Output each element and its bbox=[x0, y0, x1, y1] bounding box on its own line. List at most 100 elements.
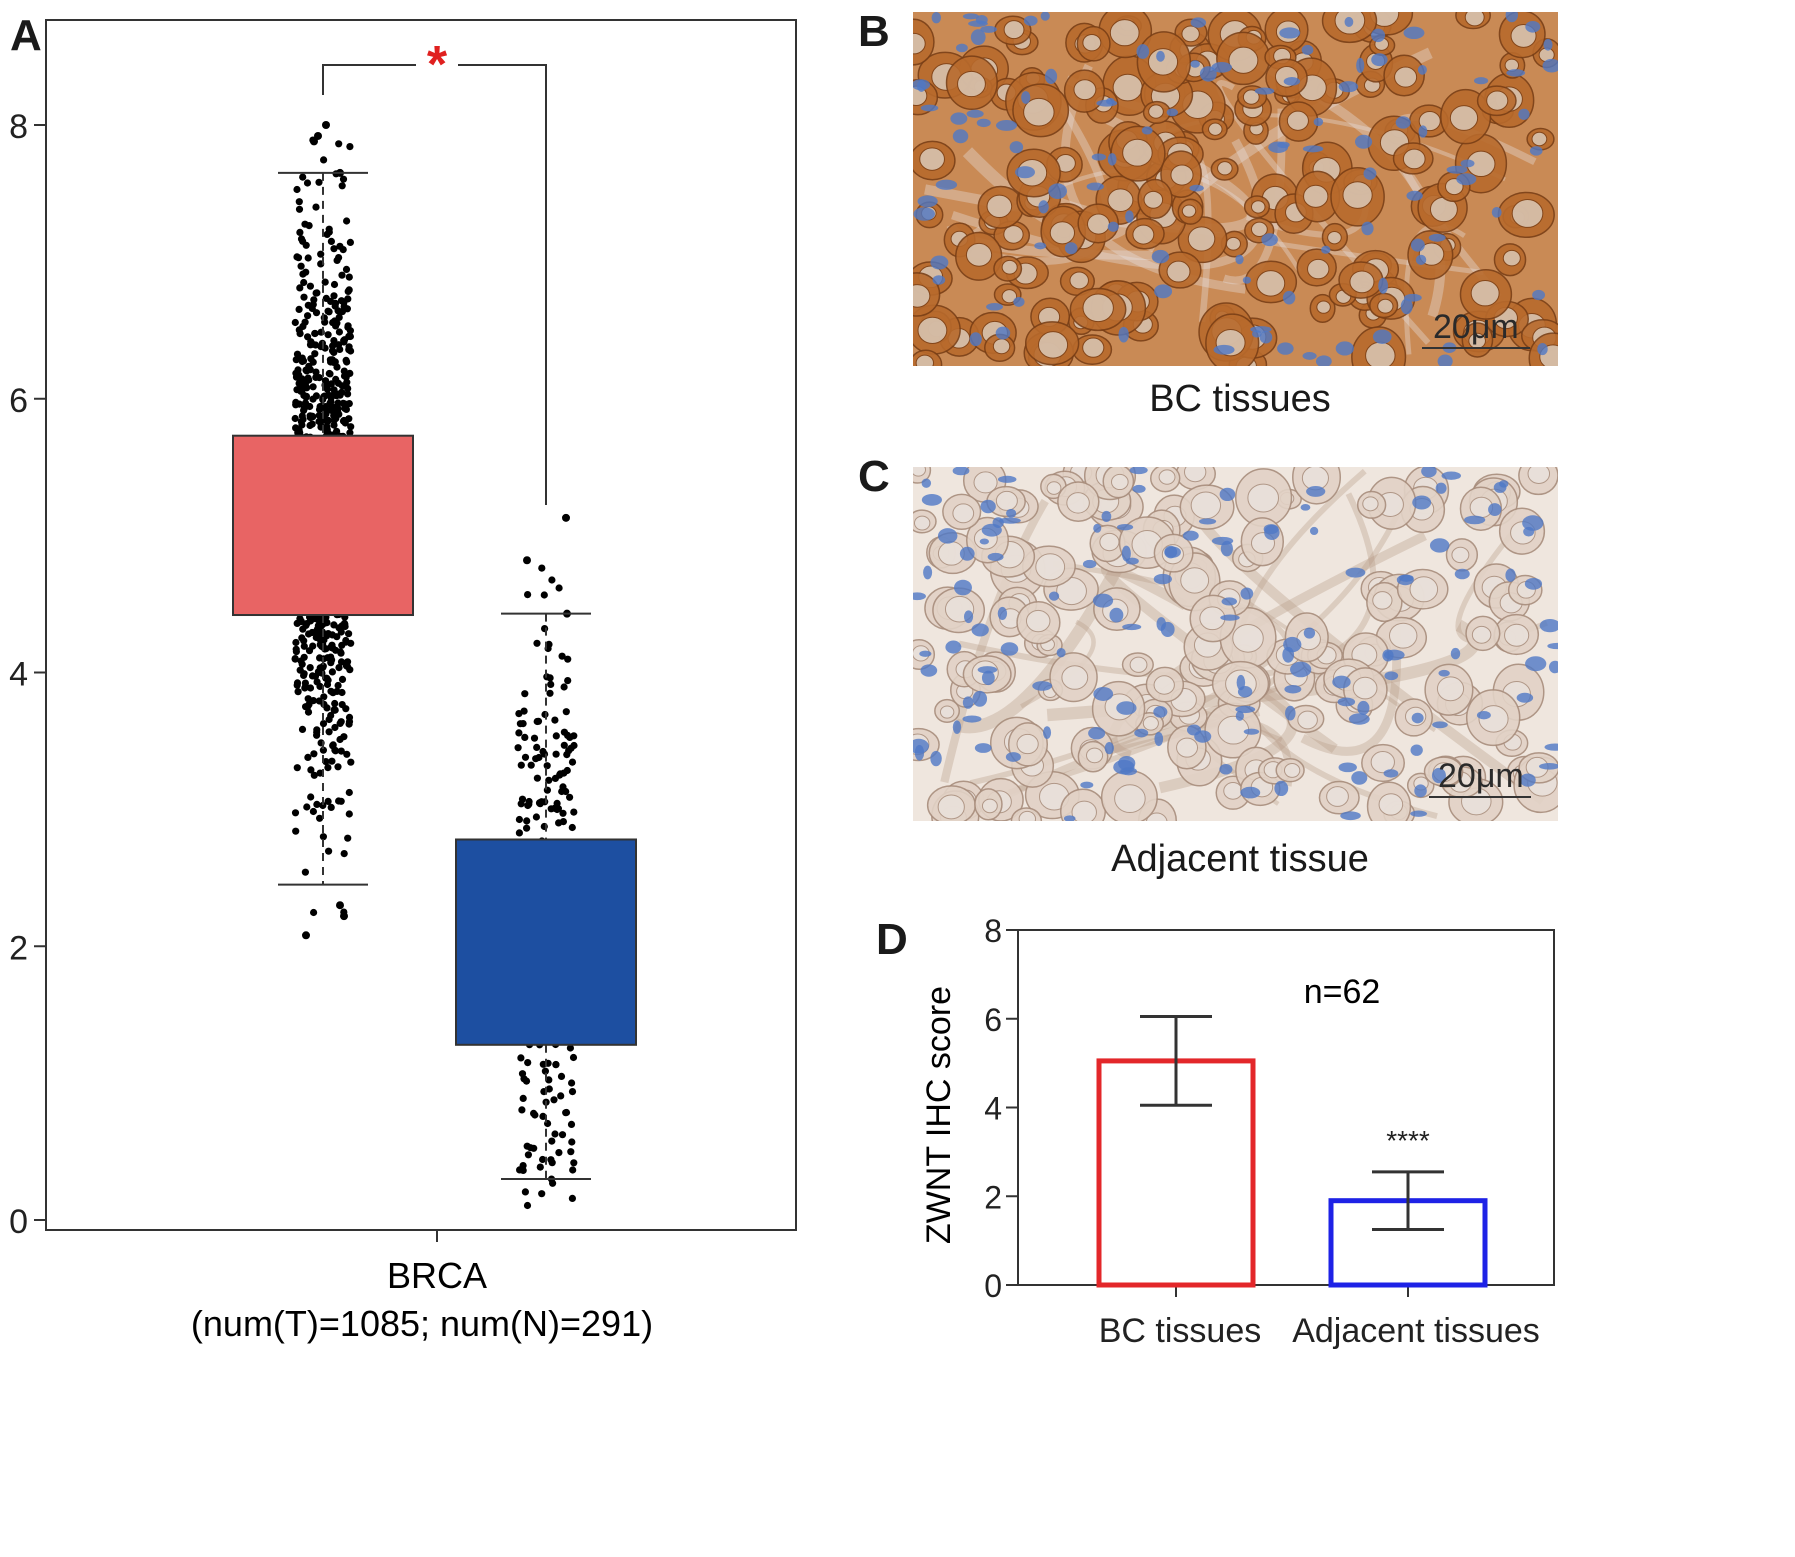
nucleus bbox=[1303, 184, 1329, 208]
nucleus bbox=[1502, 249, 1521, 267]
stained-nucleus bbox=[1164, 546, 1181, 558]
data-point bbox=[525, 800, 533, 808]
stained-nucleus bbox=[1109, 607, 1124, 623]
data-point bbox=[547, 680, 555, 689]
data-point bbox=[328, 757, 336, 765]
y-tick-label: 8 bbox=[984, 913, 1002, 949]
data-point bbox=[330, 292, 338, 300]
stained-nucleus bbox=[1279, 27, 1301, 39]
data-point bbox=[345, 718, 354, 726]
data-point bbox=[327, 803, 335, 812]
stained-nucleus bbox=[1243, 728, 1260, 735]
stained-nucleus bbox=[979, 538, 989, 545]
stained-nucleus bbox=[971, 623, 989, 637]
data-point bbox=[334, 399, 342, 407]
nucleus bbox=[1283, 762, 1301, 778]
data-point bbox=[345, 332, 353, 340]
data-point bbox=[336, 648, 344, 656]
data-point bbox=[327, 237, 335, 245]
data-point bbox=[311, 615, 319, 623]
x-axis-label: BRCA bbox=[387, 1255, 487, 1296]
nucleus bbox=[1001, 289, 1018, 304]
stained-nucleus bbox=[1518, 108, 1530, 120]
stained-nucleus bbox=[1351, 771, 1368, 785]
data-point bbox=[330, 245, 338, 253]
stained-nucleus bbox=[1383, 649, 1405, 661]
data-point bbox=[346, 327, 354, 335]
data-point bbox=[540, 591, 548, 599]
data-point bbox=[316, 814, 324, 822]
data-point bbox=[324, 764, 332, 772]
stained-nucleus bbox=[930, 255, 949, 270]
data-point bbox=[551, 716, 559, 724]
data-point bbox=[299, 173, 307, 181]
jitter-points bbox=[233, 121, 636, 1210]
nucleus bbox=[1001, 259, 1018, 275]
data-point bbox=[330, 348, 338, 356]
stained-nucleus bbox=[923, 565, 933, 580]
data-point bbox=[568, 1138, 576, 1146]
data-point bbox=[340, 338, 348, 346]
data-point bbox=[312, 203, 320, 211]
nucleus bbox=[1247, 483, 1280, 513]
data-point bbox=[555, 1149, 563, 1157]
data-point bbox=[533, 743, 541, 752]
data-point bbox=[552, 750, 560, 758]
y-tick-label: 2 bbox=[9, 929, 28, 967]
nucleus bbox=[973, 471, 998, 494]
nucleus bbox=[1111, 473, 1129, 491]
data-point bbox=[311, 329, 319, 338]
y-tick-label: 6 bbox=[9, 382, 28, 420]
stained-nucleus bbox=[935, 179, 958, 190]
data-point bbox=[335, 341, 343, 349]
data-point bbox=[319, 746, 327, 754]
scale-bar-label: 20μm bbox=[1438, 757, 1524, 795]
stained-nucleus bbox=[1154, 284, 1173, 299]
data-point bbox=[297, 418, 305, 426]
stained-nucleus bbox=[1219, 764, 1233, 775]
data-point bbox=[338, 182, 346, 190]
data-point bbox=[345, 346, 353, 354]
stained-nucleus bbox=[1221, 597, 1238, 606]
data-point bbox=[515, 729, 523, 737]
nucleus bbox=[1025, 609, 1051, 633]
stained-nucleus bbox=[1441, 471, 1461, 480]
nucleus bbox=[1365, 341, 1396, 366]
data-point bbox=[335, 624, 343, 632]
stained-nucleus bbox=[1313, 117, 1324, 127]
panel-label-b: B bbox=[858, 7, 890, 56]
stained-nucleus bbox=[1056, 647, 1066, 658]
stained-nucleus bbox=[1421, 467, 1437, 478]
data-point bbox=[568, 1079, 576, 1087]
stained-nucleus bbox=[1107, 153, 1117, 166]
stained-nucleus bbox=[1254, 87, 1275, 95]
data-point bbox=[301, 679, 309, 687]
y-tick-label: 4 bbox=[9, 656, 28, 694]
data-point bbox=[304, 301, 312, 309]
nucleus bbox=[1228, 46, 1259, 74]
data-point bbox=[303, 179, 312, 187]
data-point bbox=[347, 423, 355, 431]
nucleus bbox=[1112, 73, 1143, 102]
data-point bbox=[324, 416, 332, 424]
stained-nucleus bbox=[997, 475, 1017, 483]
stained-nucleus bbox=[1091, 153, 1107, 161]
data-point bbox=[339, 175, 348, 183]
data-point bbox=[345, 788, 353, 797]
data-point bbox=[304, 708, 313, 716]
data-point bbox=[291, 655, 299, 663]
stained-nucleus bbox=[1086, 182, 1104, 191]
data-point bbox=[545, 640, 553, 649]
data-point bbox=[321, 278, 329, 286]
stained-nucleus bbox=[966, 109, 984, 118]
stained-nucleus bbox=[1460, 159, 1475, 168]
stained-nucleus bbox=[1048, 183, 1068, 199]
data-point bbox=[541, 798, 549, 806]
nucleus bbox=[1307, 258, 1330, 280]
data-point bbox=[315, 178, 323, 186]
data-point bbox=[313, 289, 321, 297]
data-point bbox=[304, 695, 312, 703]
stained-nucleus bbox=[1136, 44, 1150, 59]
stained-nucleus bbox=[920, 664, 938, 677]
stained-nucleus bbox=[1473, 77, 1489, 85]
